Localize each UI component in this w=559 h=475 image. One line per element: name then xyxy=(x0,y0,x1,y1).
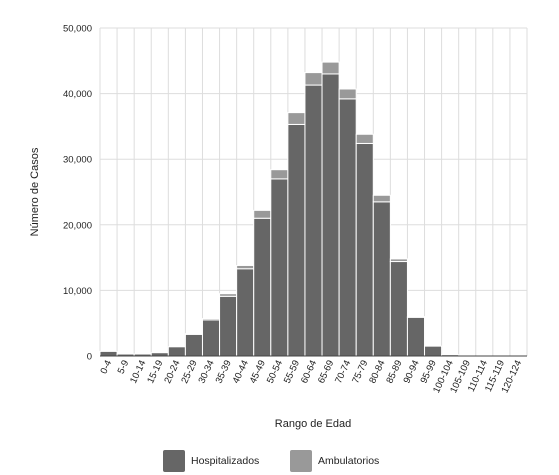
legend: Hospitalizados Ambulatorios xyxy=(0,449,559,473)
bar-hospitalizados xyxy=(201,319,221,357)
legend-label-ambulatorios: Ambulatorios xyxy=(318,455,380,467)
bar-ambulatorios xyxy=(372,194,391,203)
bar-ambulatorios xyxy=(406,316,426,318)
bar-hospitalizados xyxy=(236,268,255,357)
bar-ambulatorios xyxy=(321,61,340,75)
bar-hospitalizados xyxy=(389,261,408,357)
bar-hospitalizados xyxy=(184,333,203,357)
bar-hospitalizados xyxy=(406,316,426,357)
bar-hospitalizados xyxy=(321,73,340,357)
x-tick-label: 5-9 xyxy=(116,359,132,376)
bar-hospitalizados xyxy=(424,345,443,357)
x-axis-label: Rango de Edad xyxy=(275,418,351,430)
bar-hospitalizados xyxy=(167,346,186,357)
bar-ambulatorios xyxy=(355,133,374,144)
bar-ambulatorios xyxy=(270,169,289,180)
bar-hospitalizados xyxy=(372,201,391,357)
y-tick-label: 30,000 xyxy=(63,155,92,166)
bar-ambulatorios xyxy=(253,209,272,219)
bar-hospitalizados xyxy=(253,217,272,357)
y-tick-label: 40,000 xyxy=(63,89,92,100)
bar-ambulatorios xyxy=(389,258,408,263)
y-axis-label: Número de Casos xyxy=(29,147,41,236)
bar-ambulatorios xyxy=(236,264,255,270)
legend-swatch-ambulatorios xyxy=(290,450,312,472)
y-tick-label: 20,000 xyxy=(63,220,92,231)
x-tick-label: 0-4 xyxy=(98,359,114,376)
y-tick-label: 10,000 xyxy=(63,286,92,297)
legend-swatch-hospitalizados xyxy=(163,450,185,472)
bars xyxy=(99,61,460,357)
bar-ambulatorios xyxy=(201,318,221,321)
bar-hospitalizados xyxy=(338,98,357,357)
bar-ambulatorios xyxy=(287,112,306,125)
bar-ambulatorios xyxy=(184,333,203,335)
bar-hospitalizados xyxy=(270,178,289,357)
bar-hospitalizados xyxy=(99,350,118,357)
bar-hospitalizados xyxy=(304,84,323,357)
bar-ambulatorios xyxy=(304,72,323,86)
bar-hospitalizados xyxy=(287,123,306,357)
legend-label-hospitalizados: Hospitalizados xyxy=(191,455,260,467)
y-tick-label: 50,000 xyxy=(63,24,92,35)
legend-item-ambulatorios: Ambulatorios xyxy=(290,449,379,473)
bar-ambulatorios xyxy=(338,88,357,100)
bar-hospitalizados xyxy=(355,142,374,357)
legend-item-hospitalizados: Hospitalizados xyxy=(163,449,259,473)
bar-ambulatorios xyxy=(219,293,238,297)
y-tick-label: 0 xyxy=(87,352,92,363)
bar-hospitalizados xyxy=(219,295,238,357)
